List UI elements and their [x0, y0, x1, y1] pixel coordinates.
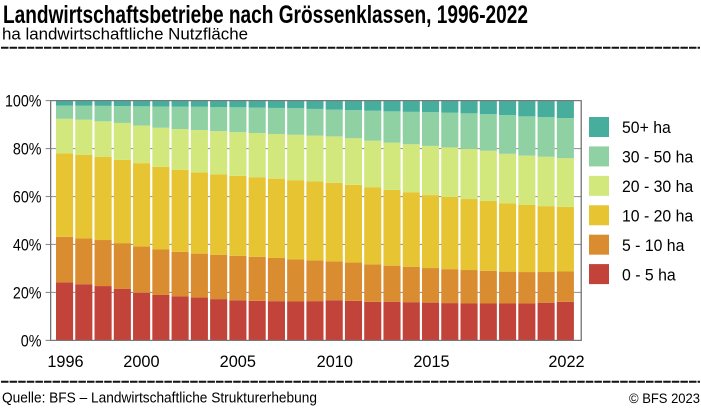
- svg-text:30 - 50 ha: 30 - 50 ha: [622, 148, 694, 167]
- svg-text:Landwirtschaftsbetriebe nach G: Landwirtschaftsbetriebe nach Grössenklas…: [3, 1, 528, 29]
- svg-text:1996: 1996: [47, 352, 83, 371]
- svg-text:© BFS 2023: © BFS 2023: [629, 390, 700, 406]
- svg-text:60%: 60%: [13, 188, 42, 207]
- svg-text:2015: 2015: [413, 352, 449, 371]
- svg-text:2005: 2005: [220, 352, 256, 371]
- svg-text:5 - 10 ha: 5 - 10 ha: [622, 236, 685, 255]
- svg-text:40%: 40%: [13, 235, 42, 254]
- svg-text:0 - 5 ha: 0 - 5 ha: [622, 265, 676, 284]
- svg-text:2010: 2010: [317, 352, 353, 371]
- svg-text:80%: 80%: [13, 140, 42, 159]
- svg-text:50+ ha: 50+ ha: [622, 118, 671, 137]
- svg-text:0%: 0%: [21, 331, 42, 350]
- svg-text:2022: 2022: [548, 352, 584, 371]
- svg-text:Quelle: BFS – Landwirtschaftli: Quelle: BFS – Landwirtschaftliche Strukt…: [2, 389, 317, 406]
- svg-text:20 - 30 ha: 20 - 30 ha: [622, 177, 694, 196]
- svg-text:20%: 20%: [13, 283, 42, 302]
- svg-text:2000: 2000: [123, 352, 159, 371]
- svg-text:ha landwirtschaftliche Nutzflä: ha landwirtschaftliche Nutzfläche: [2, 24, 248, 43]
- svg-text:100%: 100%: [5, 92, 42, 111]
- svg-text:10 - 20 ha: 10 - 20 ha: [622, 206, 694, 225]
